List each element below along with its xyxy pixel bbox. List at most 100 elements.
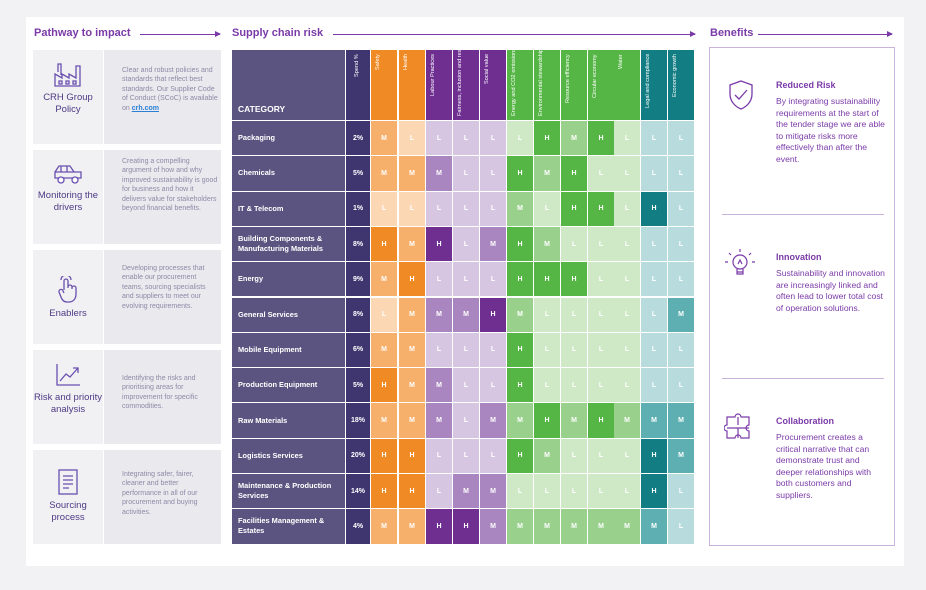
pathway-text-box — [104, 350, 221, 444]
risk-cell: M — [641, 403, 667, 438]
risk-cell: M — [614, 509, 640, 544]
risk-cell: M — [614, 403, 640, 438]
benefit-divider — [722, 378, 884, 379]
risk-cell: L — [453, 262, 479, 297]
column-header-3: Fairness, inclusion and respect — [453, 39, 479, 120]
risk-cell: H — [399, 262, 425, 297]
spend-header-cell: Spend % — [346, 50, 370, 120]
risk-cell: L — [588, 438, 614, 473]
risk-cell: L — [614, 368, 640, 403]
risk-cell: M — [480, 403, 506, 438]
risk-cell: H — [371, 226, 397, 262]
benefit-text-innovation: Sustainability and innovation are increa… — [776, 268, 885, 313]
risk-cell: L — [480, 262, 506, 297]
spend-cell: 14% — [346, 474, 370, 509]
risk-cell: H — [426, 226, 452, 262]
pathway-item-monitoring: Monitoring the drivers — [33, 150, 103, 244]
category-cell: General Services — [232, 297, 345, 332]
column-header-label: Safety — [375, 54, 381, 70]
risk-cell: H — [534, 403, 560, 438]
category-cell: Energy — [232, 262, 345, 297]
risk-cell: H — [371, 368, 397, 403]
risk-cell: H — [507, 226, 533, 262]
pathway-text-box — [104, 50, 221, 144]
risk-cell: M — [399, 403, 425, 438]
risk-cell: M — [480, 474, 506, 509]
risk-cell: M — [561, 403, 587, 438]
risk-cell: H — [371, 438, 397, 473]
category-cell: Mobile Equipment — [232, 332, 345, 368]
pathway-text-box — [104, 450, 221, 544]
spend-cell: 2% — [346, 121, 370, 156]
crh-link[interactable]: crh.com — [131, 104, 159, 112]
risk-cell: L — [614, 262, 640, 297]
risk-cell: M — [561, 509, 587, 544]
risk-cell: M — [371, 403, 397, 438]
benefit-text-collaboration: Procurement creates a critical narrative… — [776, 432, 872, 500]
risk-cell: M — [399, 156, 425, 191]
risk-cell: M — [668, 403, 694, 438]
category-cell: Facilities Management & Estates — [232, 509, 345, 544]
risk-cell: M — [507, 403, 533, 438]
risk-cell: L — [534, 368, 560, 403]
column-header-label: Legal and compliance — [645, 54, 651, 109]
column-header-label: Environmental stewardship — [538, 48, 544, 116]
risk-cell: M — [399, 226, 425, 262]
risk-cell: L — [561, 226, 587, 262]
risk-cell: H — [507, 368, 533, 403]
category-cell: Logistics Services — [232, 438, 345, 473]
column-header-11: Economic growth — [668, 50, 694, 120]
risk-cell: L — [668, 332, 694, 368]
benefits-header-arrow — [758, 31, 893, 37]
risk-cell: L — [668, 262, 694, 297]
column-header-label: Social value — [484, 54, 490, 85]
risk-cell: M — [668, 297, 694, 332]
risk-cell: L — [668, 368, 694, 403]
risk-cell: H — [561, 262, 587, 297]
column-header-6: Environmental stewardship — [534, 48, 560, 120]
benefit-divider — [722, 214, 884, 215]
risk-cell: H — [507, 438, 533, 473]
risk-cell: M — [371, 121, 397, 156]
category-cell: Building Components & Manufacturing Mate… — [232, 226, 345, 262]
benefits-box — [709, 47, 895, 546]
spend-cell: 5% — [346, 368, 370, 403]
column-header-7: Resource efficiency — [561, 50, 587, 120]
spend-cell: 8% — [346, 226, 370, 262]
risk-cell: M — [399, 332, 425, 368]
risk-cell: H — [534, 121, 560, 156]
benefits-header: Benefits — [710, 27, 754, 39]
risk-cell: L — [453, 156, 479, 191]
spend-cell: 8% — [346, 297, 370, 332]
risk-cell: L — [399, 191, 425, 226]
risk-cell: H — [453, 509, 479, 544]
risk-cell: L — [507, 121, 533, 156]
risk-cell: M — [371, 156, 397, 191]
risk-cell: L — [614, 438, 640, 473]
risk-cell: M — [507, 297, 533, 332]
risk-cell: L — [480, 191, 506, 226]
risk-cell: L — [614, 297, 640, 332]
pathway-title: CRH Group Policy — [43, 92, 93, 115]
pathway-description: Identifying the risks and prioritising a… — [122, 375, 198, 411]
pathway-description: Integrating safer, fairer, cleaner and b… — [122, 471, 198, 516]
risk-cell: H — [588, 191, 614, 226]
risk-cell: H — [534, 262, 560, 297]
risk-cell: L — [641, 262, 667, 297]
risk-cell: L — [588, 474, 614, 509]
risk-cell: M — [588, 509, 614, 544]
category-header: CATEGORY — [238, 104, 286, 114]
risk-cell: H — [399, 438, 425, 473]
risk-cell: L — [534, 332, 560, 368]
risk-cell: L — [561, 368, 587, 403]
category-cell: Packaging — [232, 121, 345, 156]
pathway-header: Pathway to impact — [34, 27, 131, 39]
risk-cell: L — [641, 156, 667, 191]
pathway-text-box — [104, 150, 221, 244]
risk-cell: M — [426, 403, 452, 438]
category-header-cell: CATEGORY — [232, 50, 345, 120]
risk-cell: L — [371, 297, 397, 332]
risk-cell: M — [399, 368, 425, 403]
risk-cell: L — [668, 474, 694, 509]
column-header-0: Safety — [371, 50, 397, 120]
